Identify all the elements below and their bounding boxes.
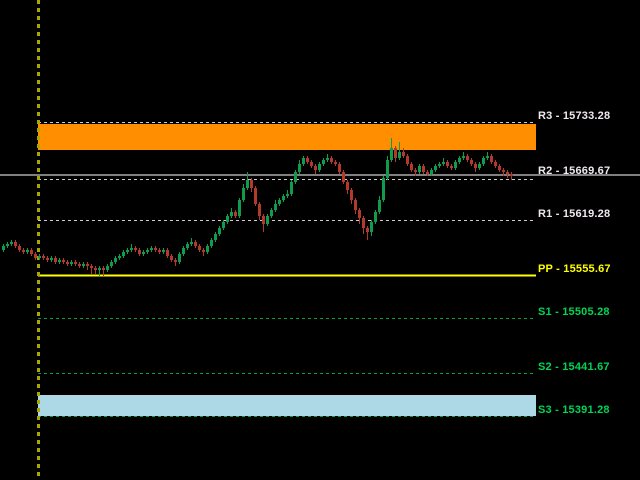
- pivot-label-r3: R3 - 15733.28: [538, 110, 611, 122]
- pivot-label-s2: S2 - 15441.67: [538, 361, 610, 373]
- pivot-label-s1: S1 - 15505.28: [538, 306, 610, 318]
- pivot-label-r1: R1 - 15619.28: [538, 208, 611, 220]
- pivot-label-s3: S3 - 15391.28: [538, 404, 610, 416]
- pivot-label-r2: R2 - 15669.67: [538, 165, 611, 177]
- pivot-label-pp: PP - 15555.67: [538, 263, 611, 275]
